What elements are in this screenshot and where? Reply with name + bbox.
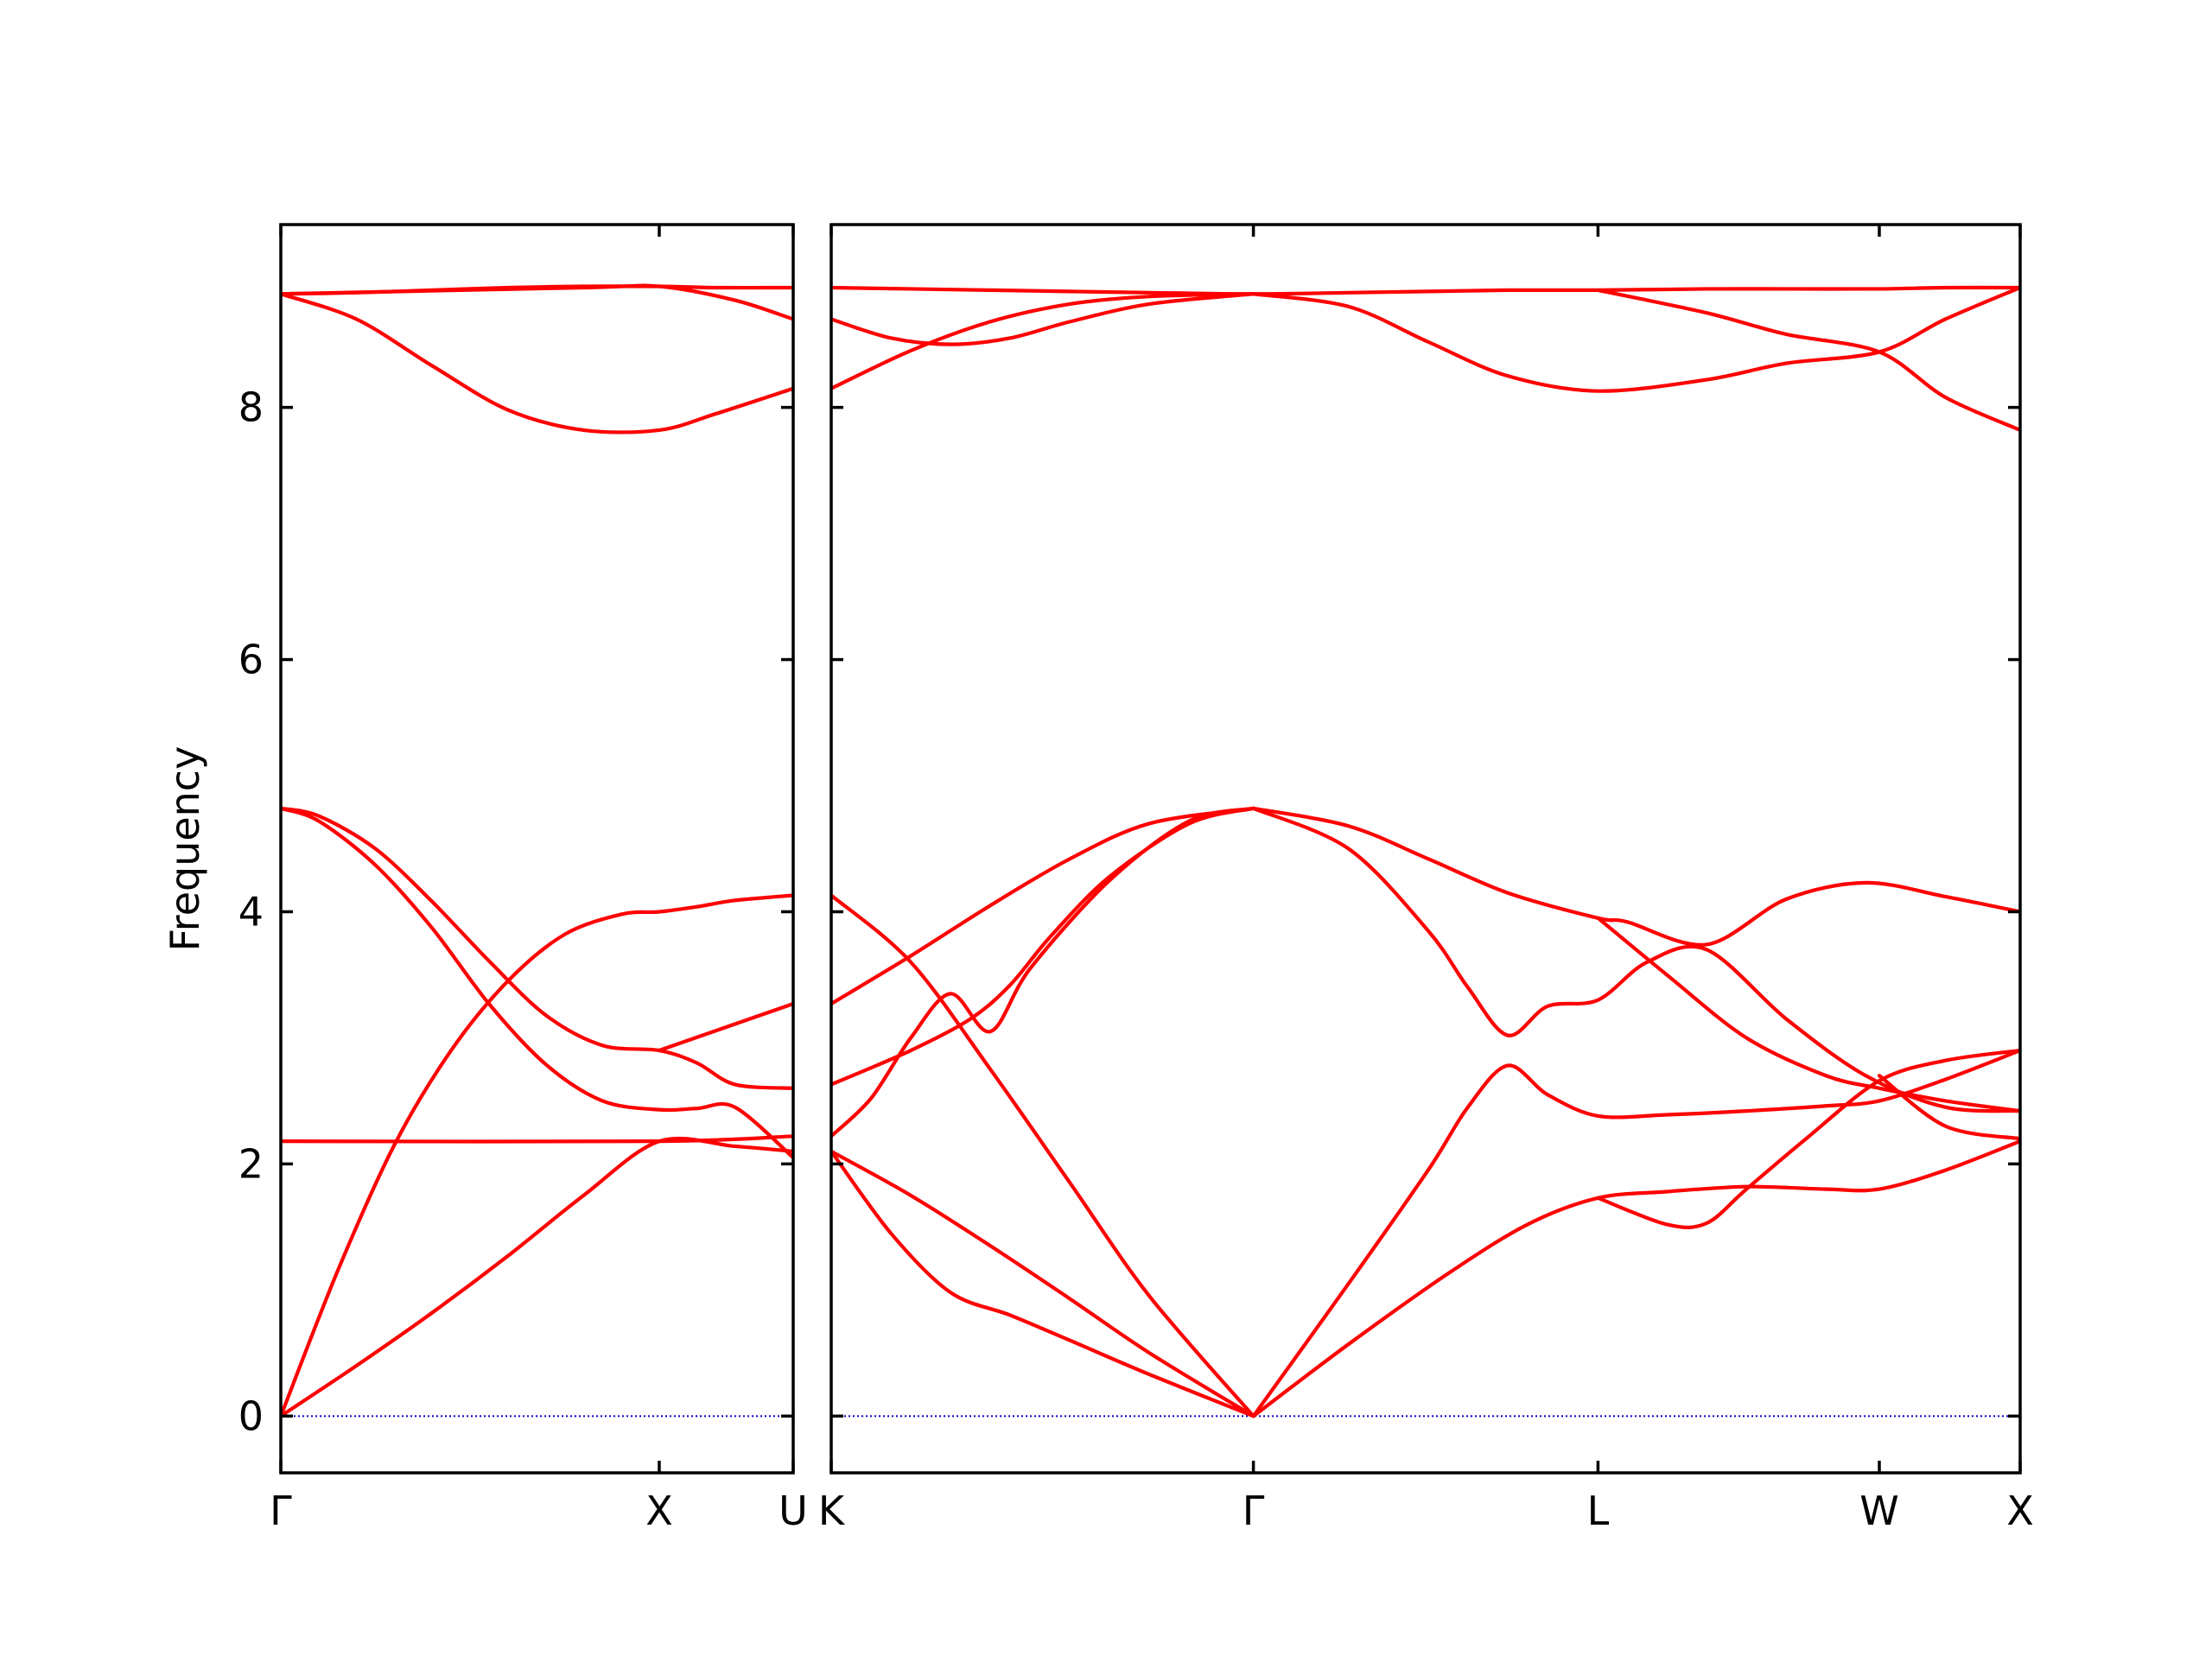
x-tick-label: L [1587,1488,1610,1534]
band-line-13 [831,806,1255,1006]
band-line-2 [281,893,793,1418]
band-line-5 [281,1134,793,1144]
band-line-18 [1596,288,2020,433]
band-line-1 [831,1149,1255,1418]
x-tick-label: X [2006,1488,2034,1534]
x-tick-label: U [779,1488,808,1534]
x-tick-label: Γ [270,1488,292,1534]
band-line-3 [281,806,793,1160]
band-line-3 [831,893,1255,1418]
y-tick-label: 4 [238,888,264,935]
band-line-7 [281,292,793,435]
x-tick-label: X [645,1488,673,1534]
panel-frame [279,223,795,1475]
band-line-12 [831,806,1255,1087]
y-tick-label: 0 [238,1392,264,1439]
band-line-4 [1251,1139,2020,1418]
y-tick-label: 6 [238,637,264,683]
y-tick-label: 2 [238,1140,264,1187]
band-line-10 [1877,1074,2020,1141]
band-line-14 [831,285,2020,296]
band-line-4 [281,806,793,1090]
band-line-15 [831,292,1255,390]
y-tick-label: 8 [238,384,264,431]
x-tick-label: Γ [1243,1488,1265,1534]
band-line-1 [281,1136,793,1418]
bands-group [831,285,2020,1418]
x-tick-label: W [1859,1488,1898,1534]
bands-group [281,283,793,1418]
band-line-9 [657,1001,793,1053]
panels-group: 0 2 4 6 8 Γ X U K Γ L W X [238,223,2034,1534]
panel-frame [830,223,2022,1475]
band-line-17 [1251,285,2020,393]
band-line-7 [1251,806,2020,947]
x-tick-label: K [818,1488,846,1534]
band-line-2 [831,1149,1255,1418]
band-line-8 [1596,916,2020,1113]
y-axis-label: Frequency [162,746,208,952]
panel-1: 0 2 4 6 8 Γ X U [238,223,808,1534]
band-line-6 [1251,806,2020,1113]
band-line-5 [1251,1048,2020,1418]
band-line-9 [1596,1048,2020,1230]
band-line-8 [281,283,793,321]
band-line-16 [831,292,1255,346]
